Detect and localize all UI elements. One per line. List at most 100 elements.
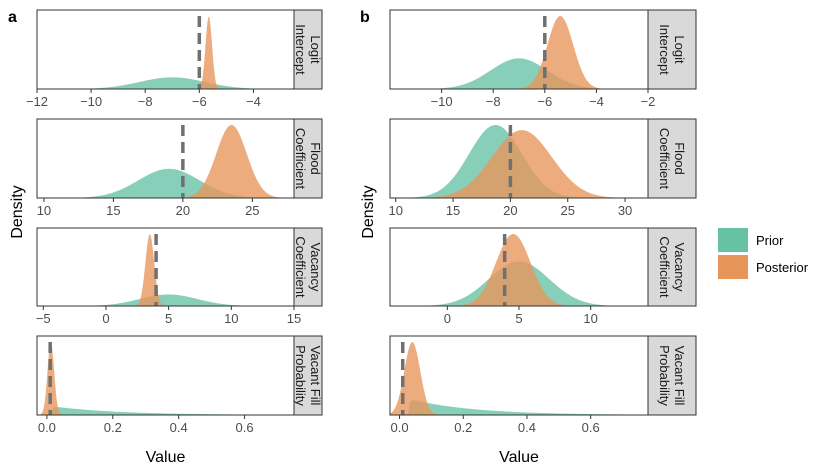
facet-strip [647,227,697,307]
facet-strip [293,335,323,416]
x-tick-label: 25 [560,203,574,218]
legend: Prior Posterior [718,228,809,279]
facet-strip-label: VacancyCoefficient [657,236,687,298]
x-tick-label: −2 [641,94,656,109]
x-tick-label: −8 [486,94,501,109]
facet-strip [293,227,323,307]
facet-strip [647,335,697,416]
x-tick-label: −4 [246,94,261,109]
strip-text-line: Coefficient [293,236,308,298]
x-tick-label: 0.0 [38,420,56,435]
facet-strip [293,118,323,199]
x-tick-label: −10 [431,94,453,109]
x-tick-label: 5 [165,311,172,326]
x-tick-label: −12 [26,94,48,109]
facet-strip-label: VacancyCoefficient [293,236,323,298]
prior-density [37,168,294,198]
facet: FloodCoefficient 10 15 20 25 [36,118,323,218]
x-tick-label: 15 [446,203,460,218]
x-tick-label: 30 [618,203,632,218]
x-tick-label: 25 [245,203,259,218]
strip-text-line: Flood [672,142,687,175]
posterior-density [390,342,648,415]
prior-density [37,77,294,89]
x-tick-label: 10 [224,311,238,326]
y-axis-title: Density [360,185,377,238]
x-tick-label: 0.4 [518,420,536,435]
x-tick-label: −4 [589,94,604,109]
x-tick-label: 0.4 [170,420,188,435]
x-tick-label: −6 [537,94,552,109]
facet: FloodCoefficient 10 15 20 25 30 [388,118,697,218]
strip-text-line: Coefficient [657,128,672,190]
x-axis-title: Value [146,449,186,466]
x-tick-label: 0 [102,311,109,326]
facet-strip [647,118,697,199]
x-tick-label: −10 [80,94,102,109]
facet-strip-label: Vacant FillProbability [657,345,687,406]
strip-text-line: Intercept [293,24,308,75]
x-tick-label: 15 [106,203,120,218]
facet-strip-label: FloodCoefficient [657,128,687,190]
x-tick-label: 0.0 [391,420,409,435]
x-axis-title: Value [499,449,539,466]
prior-density [390,400,648,415]
x-tick-label: 0.2 [454,420,472,435]
strip-text-line: Logit [672,35,687,64]
strip-text-line: Intercept [657,24,672,75]
panel-border [389,335,649,416]
strip-text-line: Vacancy [672,243,687,292]
legend-prior-swatch [718,228,748,252]
facet-strip [647,9,697,90]
x-tick-label: 5 [515,311,522,326]
facet-strip-label: FloodCoefficient [293,128,323,190]
x-tick-label: 0.6 [582,420,600,435]
x-tick-label: −6 [192,94,207,109]
facet-strip-label: LogitIntercept [657,24,687,75]
strip-text-line: Probability [293,345,308,406]
strip-text-line: Probability [657,345,672,406]
x-tick-label: −8 [138,94,153,109]
panel-b: b Density Value LogitIntercept −10 −8 −6 −4 −2 Fl… [360,9,697,466]
facet: Vacant FillProbability 0.0 0.2 0.4 0.6 [389,335,697,435]
strip-text-line: Logit [308,35,323,64]
legend-posterior-label: Posterior [756,260,809,275]
y-axis-title: Density [9,185,26,238]
legend-posterior-swatch [718,255,748,279]
x-tick-label: 15 [287,311,301,326]
strip-text-line: Vacant Fill [672,346,687,406]
posterior-density [390,130,648,198]
facet: LogitIntercept −10 −8 −6 −4 −2 [389,9,697,109]
panel-letter: b [360,9,370,26]
prior-density [390,58,648,89]
panel-border [36,335,295,416]
x-tick-label: 0.6 [236,420,254,435]
x-tick-label: 0.2 [104,420,122,435]
facet: LogitIntercept −12 −10 −8 −6 −4 [26,9,323,109]
panel-border [36,227,295,307]
prior-density [37,294,294,306]
x-tick-label: 10 [583,311,597,326]
x-tick-label: 10 [37,203,51,218]
facet: VacancyCoefficient 0 5 10 [389,227,697,326]
legend-prior-label: Prior [756,233,784,248]
strip-text-line: Vacant Fill [308,346,323,406]
x-tick-label: 20 [176,203,190,218]
strip-text-line: Coefficient [293,128,308,190]
strip-text-line: Vacancy [308,243,323,292]
strip-text-line: Flood [308,142,323,175]
x-tick-label: 0 [444,311,451,326]
facet-strip [293,9,323,90]
posterior-density [37,125,294,198]
panel-letter: a [8,9,17,26]
panel-a: a Density Value LogitIntercept −12 −10 −8 −6 −4 F… [8,9,323,466]
facet: Vacant FillProbability 0.0 0.2 0.4 0.6 [36,335,323,435]
strip-text-line: Coefficient [657,236,672,298]
facet: VacancyCoefficient −5 0 5 10 15 [36,227,323,326]
x-tick-label: 10 [388,203,402,218]
panel-border [36,9,295,90]
facet-strip-label: Vacant FillProbability [293,345,323,406]
x-tick-label: −5 [36,311,51,326]
x-tick-label: 20 [503,203,517,218]
